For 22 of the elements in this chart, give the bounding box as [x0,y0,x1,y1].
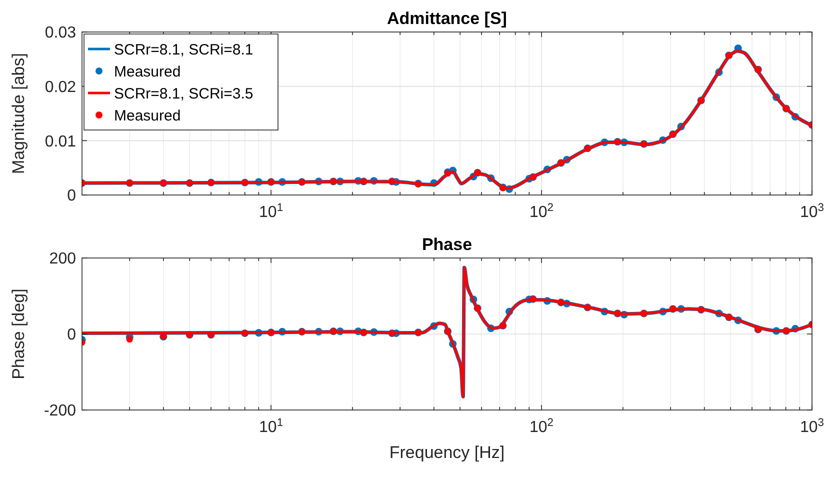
chart-title: Admittance [S] [387,9,507,28]
x-tick-label: 10$^{1}$ [259,202,284,221]
y-axis-title: Phase [deg] [9,288,28,380]
x-tick-label: 10$^{2}$ [530,417,554,436]
y-tick-label: 0 [67,188,76,205]
legend-label: SCRr=8.1, SCRi=8.1 [114,41,254,58]
x-tick-label: 10$^{3}$ [800,417,824,436]
x-tick-label: 10$^{3}$ [800,202,824,221]
x-tick-label: 10$^{2}$ [530,202,554,221]
y-axis-title: Magnitude [abs] [9,53,28,174]
y-tick-label: 0.03 [44,24,76,42]
chart-title: Phase [422,235,472,254]
y-tick-label: 0 [67,326,76,344]
legend-label: SCRr=8.1, SCRi=3.5 [114,85,254,102]
x-axis-title: Frequency [Hz] [389,443,505,462]
legend-label: Measured [114,107,181,124]
legend-label: Measured [114,63,181,80]
y-tick-label: -200 [44,402,76,420]
y-tick-label: 200 [49,250,76,268]
y-tick-label: 0.02 [44,78,76,96]
y-tick-label: 0.01 [44,133,76,150]
x-tick-label: 10$^{1}$ [259,417,284,436]
